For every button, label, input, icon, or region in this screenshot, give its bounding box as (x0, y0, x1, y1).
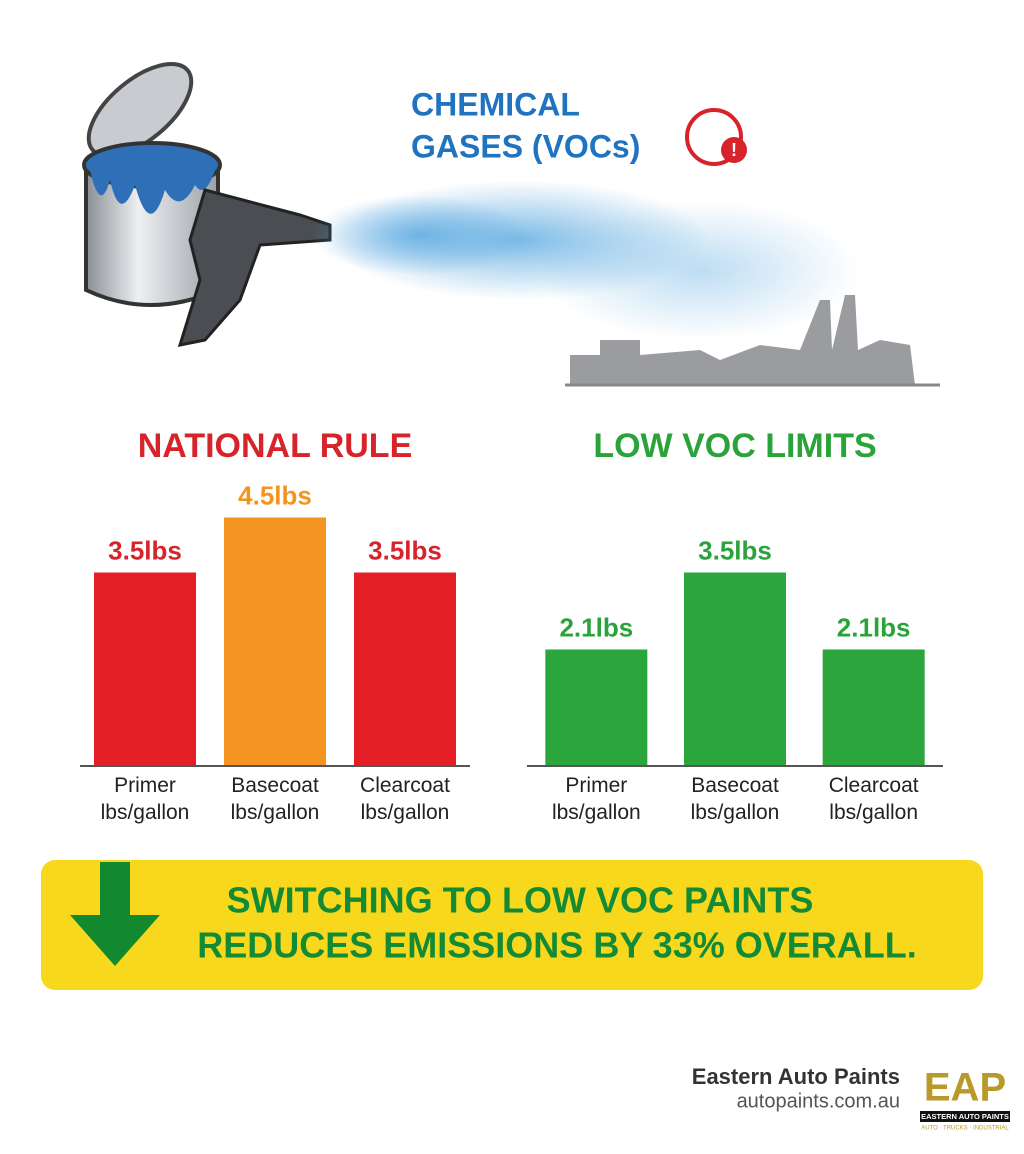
value-label: 2.1lbs (837, 612, 911, 642)
category-label: Primer lbs/gallon (551, 774, 641, 824)
banner-text: SWITCHING TO LOW VOC PAINTS (227, 880, 814, 921)
illustration-label: GASES (VOCs) (411, 128, 640, 164)
company-name: Eastern Auto Paints (692, 1064, 900, 1089)
banner (41, 860, 983, 990)
website: autopaints.com.au (737, 1090, 900, 1112)
illustration: ! (82, 61, 940, 387)
logo-name: EASTERN AUTO PAINTS (921, 1112, 1009, 1121)
value-label: 3.5lbs (108, 535, 182, 565)
value-label: 3.5lbs (368, 535, 442, 565)
category-label: Clearcoat lbs/gallon (360, 774, 450, 824)
category-label: Clearcoat lbs/gallon (828, 774, 919, 824)
logo-tagline: AUTO · TRUCKS · INDUSTRIAL (921, 1126, 1009, 1132)
banner-text: REDUCES EMISSIONS BY 33% OVERALL. (197, 925, 917, 966)
value-label: 3.5lbs (698, 535, 772, 565)
category-label: Basecoat lbs/gallon (230, 774, 320, 824)
svg-text:!: ! (731, 140, 737, 160)
bar (684, 572, 786, 765)
down-arrow (70, 862, 160, 966)
chart-title: NATIONAL RULE (138, 427, 413, 465)
bar (224, 517, 326, 765)
chart-title: LOW VOC LIMITS (593, 427, 876, 465)
bar (354, 572, 456, 765)
bar (545, 649, 648, 765)
logo-mark: EAP (924, 1066, 1006, 1110)
bar (94, 572, 196, 765)
category-label: Primer lbs/gallon (100, 774, 190, 824)
logo-band (920, 1111, 1010, 1122)
bar (822, 649, 925, 765)
illustration-label: CHEMICAL (411, 86, 580, 122)
value-label: 4.5lbs (238, 480, 312, 510)
category-label: Basecoat lbs/gallon (690, 774, 780, 824)
value-label: 2.1lbs (559, 612, 633, 642)
